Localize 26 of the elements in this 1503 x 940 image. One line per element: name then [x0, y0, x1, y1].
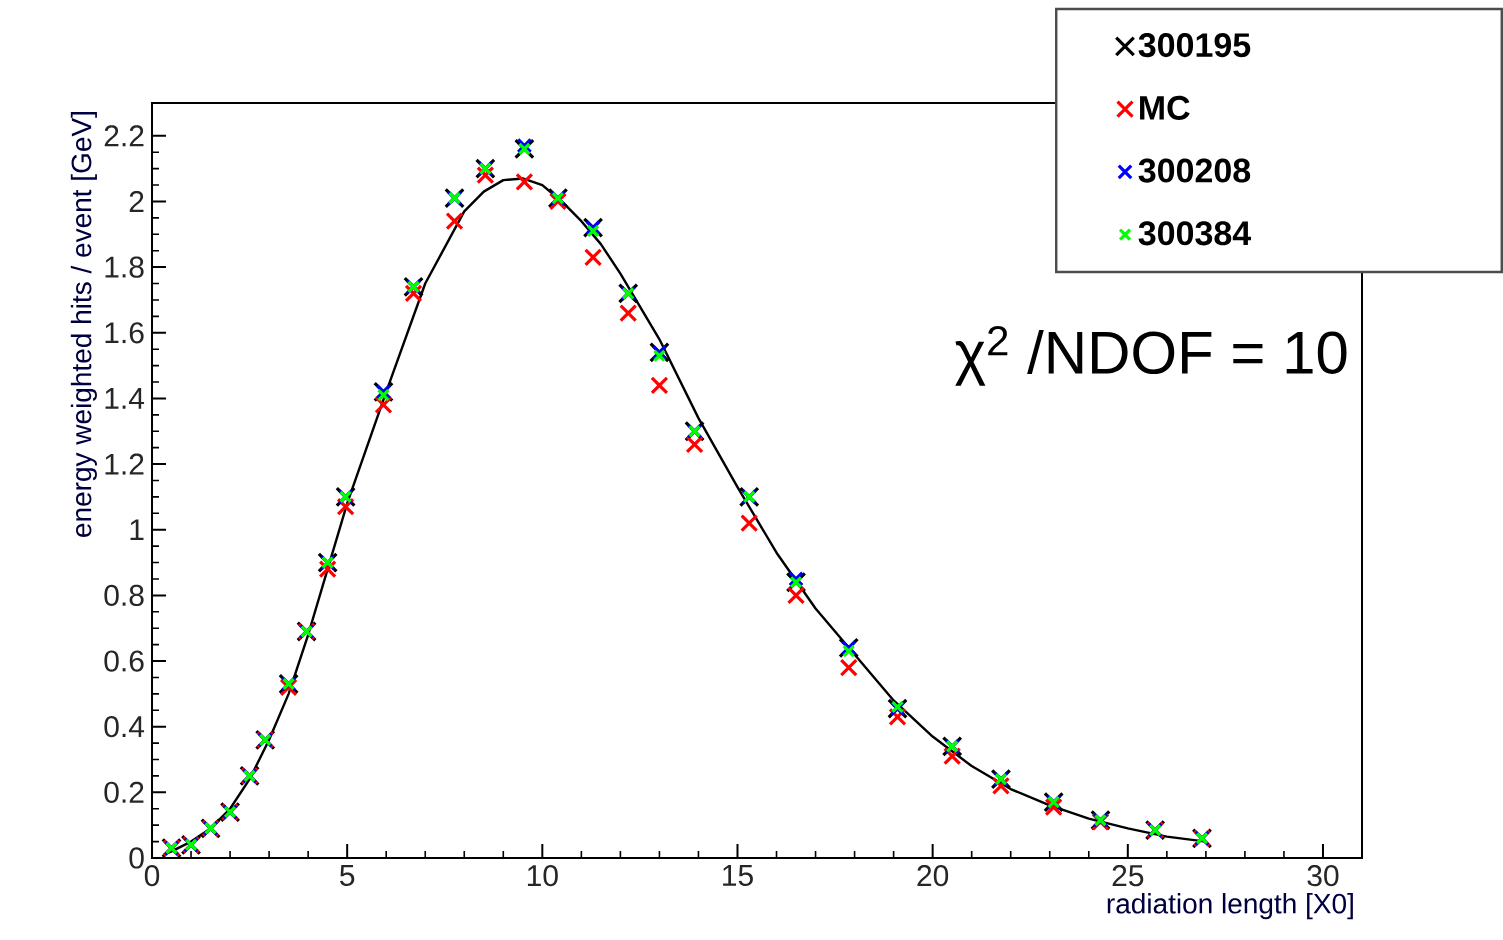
x-tick-label: 10 — [527, 865, 558, 887]
legend-label: 300384 — [1138, 221, 1252, 246]
annotation: χ$^{2}$ /NDOF = 10 — [955, 326, 1347, 386]
x-tick-label: 0 — [144, 865, 160, 887]
y-tick-label: 1.8 — [105, 256, 144, 278]
y-tick-label: 1 — [130, 519, 144, 541]
y-tick-label: 1.2 — [105, 453, 144, 475]
y-axis-title: energy weighted hits / event [GeV] — [70, 112, 97, 537]
x-tick-label: 15 — [723, 865, 753, 886]
y-tick-label: 0.4 — [104, 716, 145, 738]
x-tick-label: 20 — [917, 865, 949, 887]
x-tick-label: 30 — [1307, 865, 1339, 887]
x-tick-label: 5 — [340, 865, 355, 886]
x-axis-title: radiation length [X0] — [1107, 893, 1353, 920]
x-tick-label: 25 — [1112, 865, 1144, 887]
y-tick-label: 1.4 — [105, 388, 145, 409]
y-tick-label: 0 — [129, 847, 144, 869]
legend-label: 300208 — [1138, 158, 1251, 183]
y-tick-label: 0.6 — [104, 650, 144, 672]
y-tick-label: 2.2 — [104, 125, 144, 147]
legend-label: 300195 — [1138, 33, 1251, 58]
y-tick-label: 0.8 — [104, 584, 144, 606]
y-tick-label: 1.6 — [105, 322, 144, 344]
y-tick-label: 0.2 — [104, 781, 144, 803]
y-tick-label: 2 — [129, 190, 144, 212]
legend-label: MC — [1140, 95, 1190, 120]
